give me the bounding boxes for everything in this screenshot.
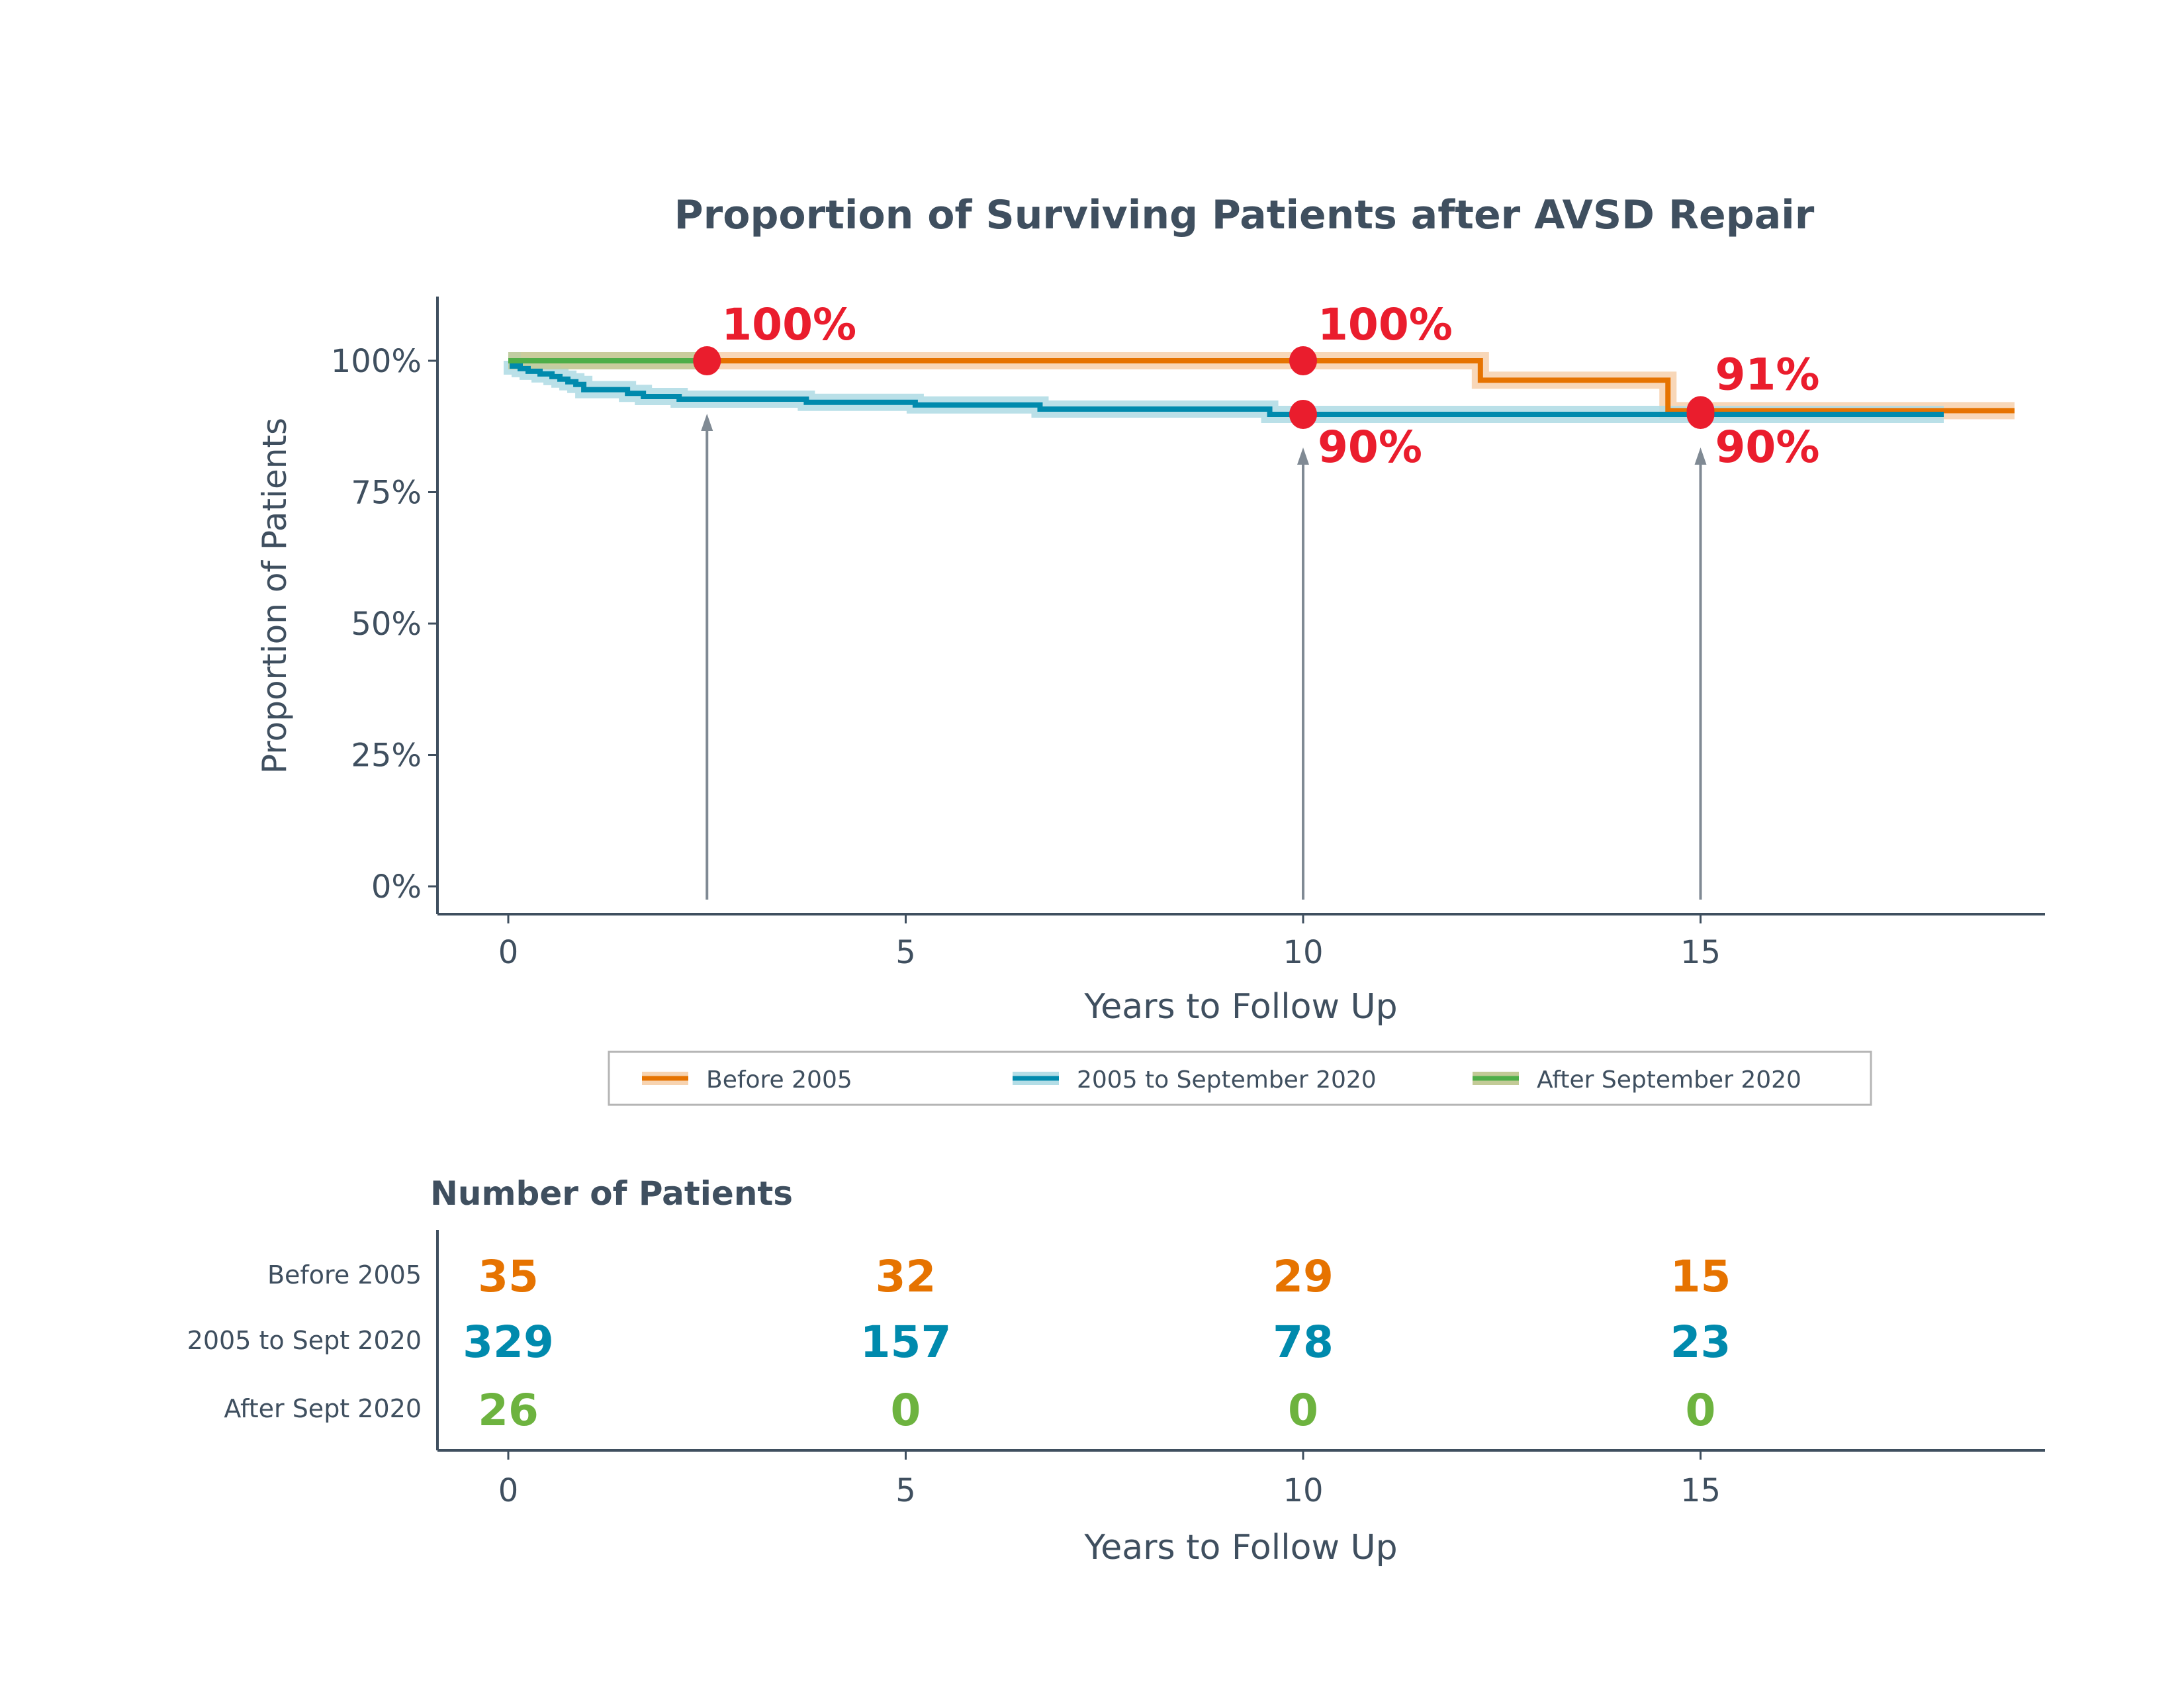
patient-count: 35 (478, 1251, 539, 1302)
y-tick-label: 50% (351, 606, 422, 643)
patient-count: 0 (1686, 1385, 1716, 1436)
survival-marker (1686, 399, 1715, 429)
legend-label: 2005 to September 2020 (1077, 1066, 1377, 1094)
before-2005-survival-line (508, 358, 2015, 414)
y-tick-label: 25% (351, 737, 422, 774)
arrow-head-icon (1297, 447, 1309, 465)
table-x-tick-label: 5 (895, 1472, 916, 1509)
patient-count: 23 (1670, 1317, 1731, 1368)
patient-count: 32 (876, 1251, 936, 1302)
2005-to-sept-2020-survival-line (508, 358, 1944, 417)
survival-annotation: 90% (1715, 422, 1820, 473)
y-axis-label: Proportion of Patients (255, 418, 294, 774)
table-x-tick-label: 0 (498, 1472, 519, 1509)
table-x-axis-label: Years to Follow Up (1083, 1528, 1397, 1568)
survival-marker (1289, 346, 1317, 375)
x-tick-label: 5 (895, 934, 916, 971)
survival-annotation: 90% (1318, 422, 1422, 473)
arrow-head-icon (1694, 447, 1707, 465)
legend-label: Before 2005 (706, 1066, 852, 1094)
table-row-label: 2005 to Sept 2020 (187, 1326, 422, 1355)
patient-count: 26 (478, 1385, 539, 1436)
survival-annotation: 91% (1715, 349, 1820, 400)
patient-count: 78 (1273, 1317, 1334, 1368)
x-tick-label: 15 (1680, 934, 1721, 971)
table-row-label: After Sept 2020 (224, 1394, 422, 1423)
survival-annotation: 100% (1318, 299, 1453, 350)
patient-count: 15 (1670, 1251, 1731, 1302)
x-tick-label: 0 (498, 934, 519, 971)
legend-box (608, 1051, 1872, 1106)
survival-marker (1289, 399, 1317, 429)
survival-marker (693, 346, 721, 375)
survival-annotation: 100% (721, 299, 856, 350)
x-tick-label: 10 (1283, 934, 1323, 971)
patient-count: 0 (1288, 1385, 1318, 1436)
y-tick-label: 100% (331, 343, 422, 380)
patient-count: 0 (891, 1385, 921, 1436)
legend-label: After September 2020 (1537, 1066, 1801, 1094)
x-axis-label: Years to Follow Up (1083, 987, 1397, 1027)
legend: Before 2005 2005 to September 2020 After S… (608, 1051, 1872, 1106)
y-tick-label: 75% (351, 475, 422, 512)
plot-area: 0% 25% 50% 75% 100% 0 5 10 15 100% 100% 90% 91% 90% (331, 297, 2045, 971)
y-tick-label: 0% (371, 868, 422, 906)
patient-count: 157 (860, 1317, 952, 1368)
patient-count: 29 (1273, 1251, 1334, 1302)
patient-count: 329 (463, 1317, 554, 1368)
table-row-label: Before 2005 (267, 1260, 422, 1289)
arrow-head-icon (701, 413, 713, 431)
table-x-tick-label: 10 (1283, 1472, 1323, 1509)
table-x-tick-label: 15 (1680, 1472, 1721, 1509)
chart-title: Proportion of Surviving Patients after A… (674, 192, 1815, 238)
patient-count-table: 0 5 10 15 Before 2005 35 32 29 15 2005 to Sept 20… (187, 1230, 2045, 1509)
table-title: Number of Patients (430, 1174, 793, 1213)
